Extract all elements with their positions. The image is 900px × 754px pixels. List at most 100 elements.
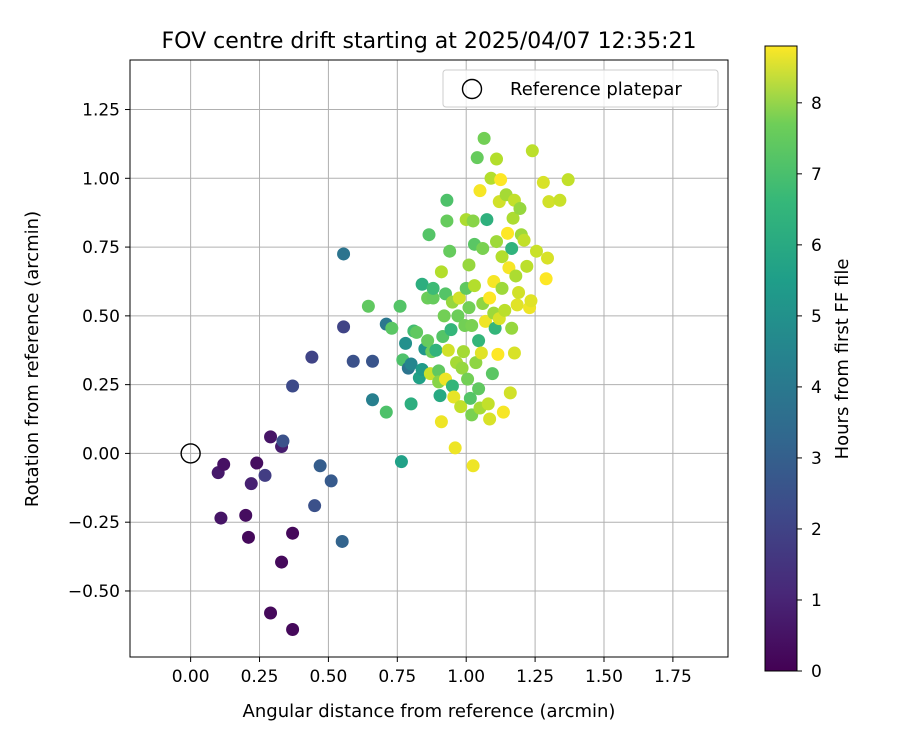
data-point [466,459,480,473]
data-point [503,386,517,400]
data-point [447,390,461,404]
data-point [366,354,380,368]
data-point [517,233,531,247]
data-point [366,393,380,407]
data-point [286,379,300,393]
legend-box [442,69,719,108]
data-point [335,534,349,548]
data-point [443,244,457,258]
data-point [505,321,519,335]
plot-area [130,60,728,657]
colorbar-tick-label: 3 [811,449,822,469]
scatter-points [211,131,575,636]
data-point [467,279,481,293]
data-point [494,173,508,187]
y-tick-label: −0.25 [68,513,120,533]
colorbar-gradient [764,45,798,672]
data-point [456,345,470,359]
data-point [480,213,494,227]
data-point [445,379,459,393]
legend-entry-reference: Reference platepar [510,79,682,100]
legend-marker-icon [461,78,483,100]
data-point [433,389,447,403]
data-point [454,400,468,414]
data-point [477,131,491,145]
data-point [496,405,510,419]
data-point [520,259,534,273]
data-point [490,235,504,249]
x-tick-label: 0.25 [241,667,279,687]
data-point [495,281,509,295]
data-point [461,372,475,386]
data-point [491,347,505,361]
data-point [501,226,515,240]
data-point [286,526,300,540]
y-tick-label: 0.00 [82,444,120,464]
colorbar-tick-label: 6 [811,236,822,256]
data-point [509,269,523,283]
data-point [426,291,440,305]
data-point [485,367,499,381]
data-point [250,456,264,470]
data-point [440,193,454,207]
y-tick-label: 1.25 [82,101,120,121]
data-point [429,343,443,357]
data-point [451,309,465,323]
data-point [524,294,538,308]
data-point [217,457,231,471]
data-point [313,459,327,473]
x-tick-label: 0.50 [309,667,347,687]
data-point [506,211,520,225]
data-point [452,291,466,305]
data-point [241,530,255,544]
y-tick-label: 1.00 [82,169,120,189]
reference-marker-group [180,443,201,464]
reference-platepar-marker [180,443,201,464]
data-point [440,214,454,228]
data-point [455,361,469,375]
data-point [434,415,448,429]
colorbar-tick-label: 7 [811,165,822,185]
colorbar-tick-label: 2 [811,520,822,540]
data-point [385,321,399,335]
data-point [276,434,290,448]
data-point [393,299,407,313]
data-point [448,441,462,455]
x-tick-label: 0.00 [172,667,210,687]
data-point [410,325,424,339]
x-tick-label: 1.75 [654,667,692,687]
grid [130,60,728,657]
data-point [513,202,527,216]
data-point [463,391,477,405]
colorbar-tick-label: 5 [811,307,822,327]
data-point [437,309,451,323]
data-point [422,228,436,242]
colorbar-tick-label: 1 [811,591,822,611]
y-tick-label: 0.50 [82,307,120,327]
data-point [474,346,488,360]
data-point [421,334,435,348]
data-point [561,173,575,187]
data-point [337,247,351,261]
data-point [483,291,497,305]
data-point [239,508,253,522]
legend: Reference platepar [442,69,719,108]
y-axis-label: Rotation from reference (arcmin) [22,211,43,507]
x-axis-ticks: 0.00 0.25 0.50 0.75 1.00 1.25 1.50 1.75 [172,657,692,687]
data-point [394,455,408,469]
data-point [505,241,519,255]
colorbar-tick-label: 8 [811,94,822,114]
data-point [473,184,487,198]
data-point [466,214,480,228]
data-point [510,298,524,312]
colorbar-tick-label: 0 [811,662,822,682]
data-point [264,606,278,620]
data-point [465,318,479,332]
data-point [542,195,556,209]
chart-title: FOV centre drift starting at 2025/04/07 … [162,29,697,54]
data-point [529,244,543,258]
y-tick-label: 0.25 [82,376,120,396]
x-axis-label: Angular distance from reference (arcmin) [243,701,616,722]
